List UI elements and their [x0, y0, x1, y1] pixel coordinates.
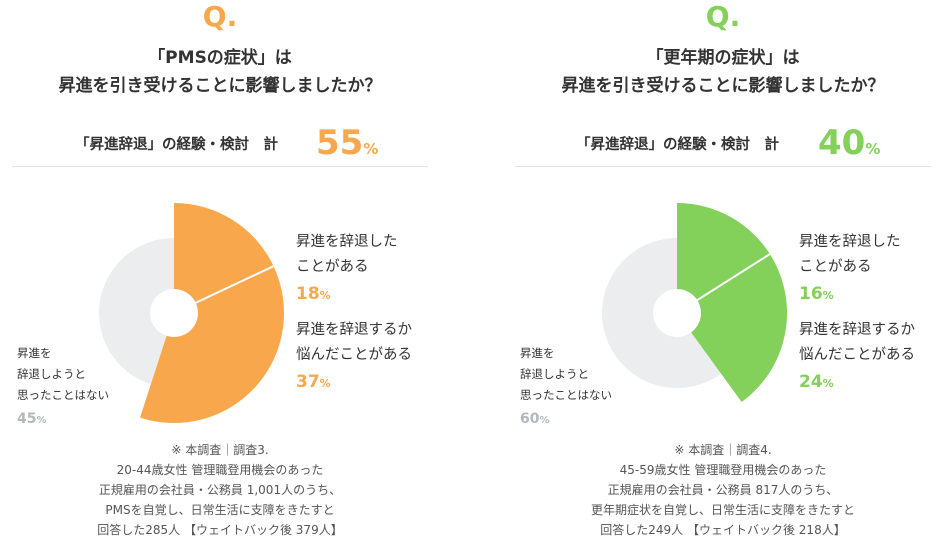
survey-note: ※ 本調査｜調査3. 20-44歳女性 管理職登用機会のあった 正規雇用の会社員… [0, 440, 440, 540]
note-line-1: ※ 本調査｜調査4. [674, 443, 772, 457]
summary-label: 「昇進辞退」の経験・検討 計 [576, 137, 779, 153]
q-mark: Q. [202, 0, 238, 33]
q-mark: Q. [705, 0, 741, 33]
label-never-line-2: 辞退しようと [520, 367, 589, 381]
label-declined-percent: % [822, 289, 834, 302]
label-considered-value: 24% [799, 368, 915, 398]
label-never-number: 45 [17, 411, 37, 427]
label-considered-number: 37 [296, 372, 320, 392]
label-considered-percent: % [822, 377, 834, 390]
note-line-1: ※ 本調査｜調査3. [171, 443, 269, 457]
pie-chart-menopause [602, 203, 788, 402]
label-never-value: 60% [520, 406, 612, 434]
divider [12, 166, 428, 167]
question-line-2: 昇進を引き受けることに影響しましたか？ [58, 76, 382, 96]
label-declined-number: 18 [296, 284, 320, 304]
label-declined-line-2: ことがある [296, 259, 369, 275]
label-considered-number: 24 [799, 372, 823, 392]
label-declined-line-1: 昇進を辞退した [296, 234, 398, 250]
label-declined-line-2: ことがある [799, 259, 872, 275]
pie-slice-considered [677, 254, 788, 402]
label-never: 昇進を 辞退しようと 思ったことはない 60% [520, 343, 612, 434]
pie-slice-never [98, 237, 174, 385]
label-declined-number: 16 [799, 284, 823, 304]
label-never-line-2: 辞退しようと [17, 367, 86, 381]
question-line-1: 「PMSの症状」は [148, 48, 292, 68]
label-never-percent: % [539, 415, 550, 426]
label-never-line-1: 昇進を [520, 346, 555, 360]
label-never-number: 60 [520, 411, 540, 427]
question-line-2: 昇進を引き受けることに影響しましたか？ [561, 76, 885, 96]
label-declined-value: 16% [799, 280, 901, 310]
summary-number: 40 [818, 123, 866, 163]
pie-slice-declined [677, 203, 770, 313]
label-declined-line-1: 昇進を辞退した [799, 234, 901, 250]
note-line-4: 更年期症状を自覚し、日常生活に支障をきたすと [590, 503, 855, 517]
label-declined-value: 18% [296, 280, 398, 310]
note-line-4: PMSを自覚し、日常生活に支障をきたすと [105, 503, 335, 517]
pie-chart-pms [98, 203, 285, 424]
note-line-2: 20-44歳女性 管理職登用機会のあった [116, 463, 324, 477]
label-never-line-3: 思ったことはない [17, 388, 109, 402]
label-declined-percent: % [319, 289, 331, 302]
divider [515, 166, 931, 167]
summary-value: 40% [818, 123, 880, 169]
label-considered-line-2: 悩んだことがある [799, 347, 915, 363]
pie-slice-declined [174, 203, 274, 313]
summary-label: 「昇進辞退」の経験・検討 計 [75, 137, 278, 153]
question-title: 「PMSの症状」は 昇進を引き受けることに影響しましたか？ [0, 44, 440, 100]
pie-slice-considered [140, 266, 285, 424]
summary-row: 「昇進辞退」の経験・検討 計 55% [0, 123, 440, 163]
summary-value: 55% [316, 123, 378, 169]
survey-note: ※ 本調査｜調査4. 45-59歳女性 管理職登用機会のあった 正規雇用の会社員… [503, 440, 943, 540]
label-considered: 昇進を辞退するか 悩んだことがある 24% [799, 318, 915, 398]
label-never: 昇進を 辞退しようと 思ったことはない 45% [17, 343, 109, 434]
summary-percent: % [865, 140, 881, 158]
label-considered-percent: % [319, 377, 331, 390]
label-considered-line-2: 悩んだことがある [296, 347, 412, 363]
label-never-percent: % [36, 415, 47, 426]
menopause-panel: Q. 「更年期の症状」は 昇進を引き受けることに影響しましたか？ 「昇進辞退」の… [503, 0, 943, 541]
pie-center-hole [150, 289, 198, 337]
note-line-3: 正規雇用の会社員・公務員 1,001人のうち、 [98, 483, 342, 497]
label-never-value: 45% [17, 406, 109, 434]
label-considered-value: 37% [296, 368, 412, 398]
pms-panel: Q. 「PMSの症状」は 昇進を引き受けることに影響しましたか？ 「昇進辞退」の… [0, 0, 440, 541]
pie-center-hole [653, 289, 701, 337]
note-line-5: 回答した249人 【ウェイトバック後 218人】 [600, 523, 846, 537]
label-declined: 昇進を辞退した ことがある 18% [296, 230, 398, 310]
note-line-2: 45-59歳女性 管理職登用機会のあった [619, 463, 827, 477]
note-line-5: 回答した285人 【ウェイトバック後 379人】 [97, 523, 343, 537]
summary-percent: % [363, 140, 379, 158]
question-title: 「更年期の症状」は 昇進を引き受けることに影響しましたか？ [503, 44, 943, 100]
label-considered: 昇進を辞退するか 悩んだことがある 37% [296, 318, 412, 398]
label-considered-line-1: 昇進を辞退するか [296, 322, 412, 338]
note-line-3: 正規雇用の会社員・公務員 817人のうち、 [607, 483, 839, 497]
summary-row: 「昇進辞退」の経験・検討 計 40% [503, 123, 943, 163]
label-never-line-3: 思ったことはない [520, 388, 612, 402]
label-declined: 昇進を辞退した ことがある 16% [799, 230, 901, 310]
summary-number: 55 [316, 123, 364, 163]
label-never-line-1: 昇進を [17, 346, 52, 360]
label-considered-line-1: 昇進を辞退するか [799, 322, 915, 338]
question-line-1: 「更年期の症状」は [646, 48, 800, 68]
